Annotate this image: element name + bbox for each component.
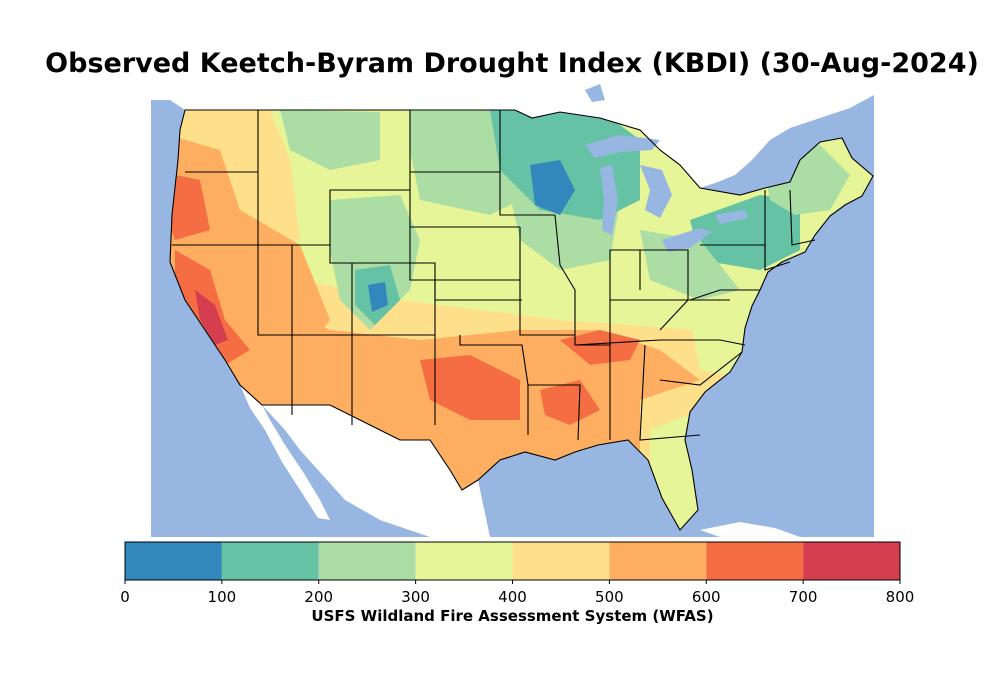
colorbar-tick-label: 100 <box>208 588 237 606</box>
lake-ontario <box>715 210 748 224</box>
colorbar-tick-label: 600 <box>692 588 721 606</box>
colorbar-label: USFS Wildland Fire Assessment System (WF… <box>311 607 714 625</box>
colorbar-segment <box>803 542 900 580</box>
colorbar-segment <box>221 542 319 580</box>
baja-land <box>240 385 330 520</box>
colorbar-tick-label: 700 <box>789 588 818 606</box>
hudson-bay-area <box>585 84 605 102</box>
colorbar-tick-label: 500 <box>595 588 624 606</box>
colorbar-segment <box>415 542 513 580</box>
colorbar-segment <box>512 542 610 580</box>
colorbar-tick-label: 300 <box>401 588 430 606</box>
colorbar-segment <box>125 542 222 580</box>
colorbar-tick-label: 400 <box>498 588 527 606</box>
mexico-land <box>262 405 490 537</box>
lake-erie <box>662 228 712 252</box>
colorbar <box>124 541 901 581</box>
colorbar-segment <box>609 542 707 580</box>
colorbar-segment <box>706 542 804 580</box>
map-title: Observed Keetch-Byram Drought Index (KBD… <box>45 48 979 79</box>
colorbar-tick-label: 800 <box>886 588 915 606</box>
colorbar-segment <box>318 542 416 580</box>
colorbar-tick-label: 0 <box>120 588 130 606</box>
lake-superior <box>585 135 660 158</box>
lake-michigan <box>600 165 618 235</box>
colorbar-ticks: 0 100 200 300 400 500 600 700 800 <box>120 580 914 606</box>
lake-huron <box>640 165 672 218</box>
colorbar-tick-label: 200 <box>304 588 333 606</box>
state-borders <box>169 109 874 531</box>
cuba-land <box>700 522 800 537</box>
